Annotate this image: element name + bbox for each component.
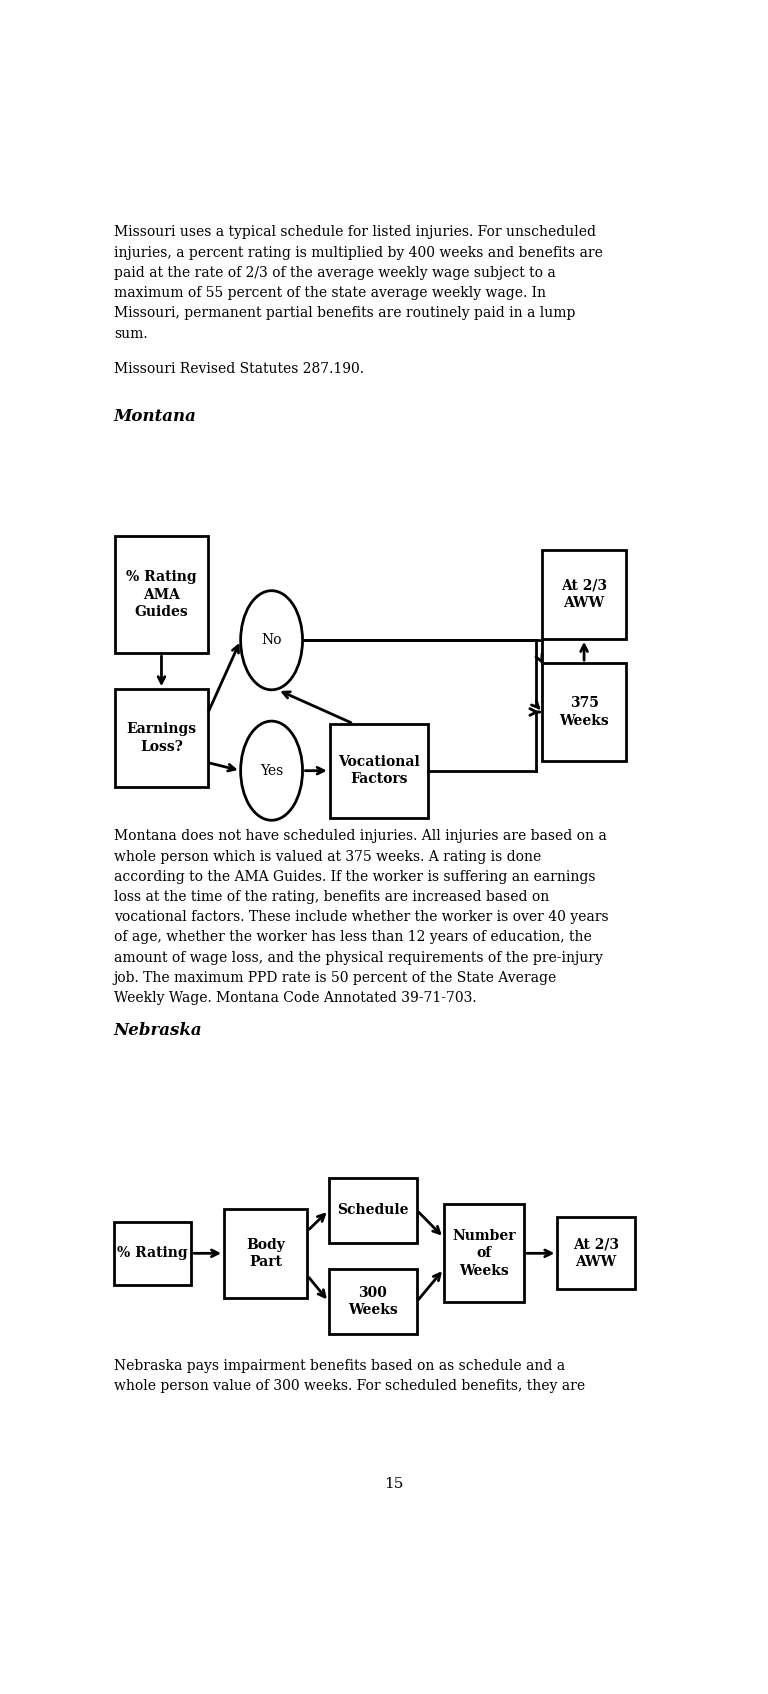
- FancyBboxPatch shape: [558, 1218, 634, 1289]
- Text: loss at the time of the rating, benefits are increased based on: loss at the time of the rating, benefits…: [114, 889, 549, 905]
- Text: Vocational
Factors: Vocational Factors: [338, 756, 419, 786]
- Text: Missouri Revised Statutes 287.190.: Missouri Revised Statutes 287.190.: [114, 363, 364, 376]
- Text: Missouri uses a typical schedule for listed injuries. For unscheduled: Missouri uses a typical schedule for lis…: [114, 225, 596, 239]
- FancyBboxPatch shape: [115, 689, 207, 788]
- Text: of age, whether the worker has less than 12 years of education, the: of age, whether the worker has less than…: [114, 930, 591, 945]
- FancyBboxPatch shape: [542, 551, 626, 639]
- Text: No: No: [261, 634, 282, 647]
- Ellipse shape: [240, 722, 303, 820]
- Text: paid at the rate of 2/3 of the average weekly wage subject to a: paid at the rate of 2/3 of the average w…: [114, 266, 555, 280]
- Text: Number
of
Weeks: Number of Weeks: [452, 1230, 516, 1277]
- Text: Nebraska pays impairment benefits based on as schedule and a: Nebraska pays impairment benefits based …: [114, 1359, 565, 1372]
- FancyBboxPatch shape: [542, 662, 626, 761]
- Ellipse shape: [240, 591, 303, 689]
- Text: maximum of 55 percent of the state average weekly wage. In: maximum of 55 percent of the state avera…: [114, 286, 546, 300]
- Text: Schedule: Schedule: [337, 1203, 409, 1218]
- Text: job. The maximum PPD rate is 50 percent of the State Average: job. The maximum PPD rate is 50 percent …: [114, 971, 557, 984]
- Text: whole person which is valued at 375 weeks. A rating is done: whole person which is valued at 375 week…: [114, 850, 541, 864]
- Text: amount of wage loss, and the physical requirements of the pre-injury: amount of wage loss, and the physical re…: [114, 950, 603, 964]
- FancyBboxPatch shape: [329, 1177, 417, 1243]
- Text: Body
Part: Body Part: [247, 1238, 285, 1269]
- FancyBboxPatch shape: [115, 535, 207, 654]
- FancyBboxPatch shape: [114, 1221, 191, 1284]
- Text: Montana does not have scheduled injuries. All injuries are based on a: Montana does not have scheduled injuries…: [114, 830, 607, 844]
- Text: 300
Weeks: 300 Weeks: [348, 1286, 398, 1318]
- FancyBboxPatch shape: [329, 723, 428, 818]
- Text: At 2/3
AWW: At 2/3 AWW: [573, 1238, 619, 1269]
- Text: At 2/3
AWW: At 2/3 AWW: [561, 579, 607, 610]
- Text: sum.: sum.: [114, 327, 147, 340]
- Text: Yes: Yes: [260, 764, 283, 778]
- Text: 375
Weeks: 375 Weeks: [559, 696, 609, 728]
- FancyBboxPatch shape: [224, 1210, 307, 1298]
- Text: % Rating: % Rating: [118, 1247, 188, 1260]
- Text: according to the AMA Guides. If the worker is suffering an earnings: according to the AMA Guides. If the work…: [114, 869, 595, 884]
- FancyBboxPatch shape: [329, 1269, 417, 1335]
- Text: Montana: Montana: [114, 408, 197, 425]
- Text: Missouri, permanent partial benefits are routinely paid in a lump: Missouri, permanent partial benefits are…: [114, 307, 575, 320]
- Text: vocational factors. These include whether the worker is over 40 years: vocational factors. These include whethe…: [114, 910, 608, 925]
- Text: Nebraska: Nebraska: [114, 1023, 203, 1040]
- Text: % Rating
AMA
Guides: % Rating AMA Guides: [126, 571, 197, 618]
- Text: Weekly Wage. Montana Code Annotated 39-71-703.: Weekly Wage. Montana Code Annotated 39-7…: [114, 991, 476, 1005]
- FancyBboxPatch shape: [444, 1204, 525, 1303]
- Text: 15: 15: [384, 1477, 403, 1491]
- Text: whole person value of 300 weeks. For scheduled benefits, they are: whole person value of 300 weeks. For sch…: [114, 1379, 585, 1392]
- Text: injuries, a percent rating is multiplied by 400 weeks and benefits are: injuries, a percent rating is multiplied…: [114, 246, 603, 259]
- Text: Earnings
Loss?: Earnings Loss?: [127, 722, 197, 754]
